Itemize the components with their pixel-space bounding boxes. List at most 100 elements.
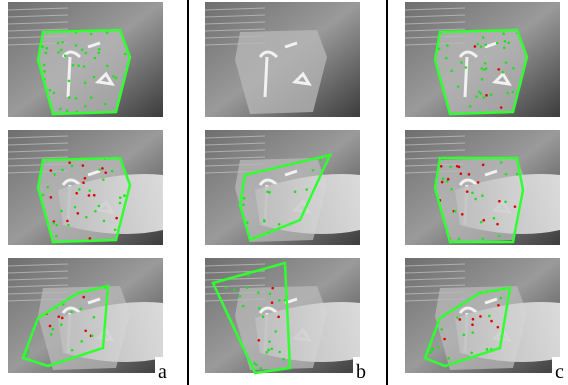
feature-point: [460, 61, 463, 64]
feature-point: [84, 104, 87, 108]
feature-point: [274, 330, 277, 333]
tracked-outline: [21, 284, 110, 368]
glass-vase: [235, 30, 327, 114]
feature-point: [437, 345, 440, 349]
feature-point: [268, 292, 272, 296]
feature-point: [241, 304, 245, 308]
feature-point: [74, 97, 78, 100]
hand: [255, 302, 360, 362]
background-line: [404, 28, 466, 32]
background-line: [204, 14, 266, 18]
panels: [7, 2, 560, 375]
feature-point: [61, 40, 64, 44]
background-line: [7, 270, 69, 274]
feature-point: [515, 173, 519, 176]
feature-point: [443, 337, 446, 341]
feature-point: [67, 79, 71, 83]
feature-point: [89, 32, 93, 36]
feature-point: [71, 63, 75, 67]
label-box: [353, 357, 373, 383]
feature-point: [440, 180, 444, 184]
feature-point: [449, 165, 452, 169]
background-line: [404, 270, 466, 274]
feature-point: [495, 41, 499, 45]
feature-point: [480, 67, 484, 70]
image-panel: [204, 130, 360, 245]
feature-point: [48, 88, 52, 92]
feature-point: [246, 221, 249, 224]
background-line: [204, 156, 266, 160]
feature-point: [101, 167, 104, 170]
feature-point: [261, 315, 265, 319]
feature-point: [46, 185, 50, 189]
feature-point: [77, 64, 81, 67]
feature-point: [52, 221, 56, 225]
feature-point: [87, 194, 91, 197]
feature-point: [247, 274, 250, 277]
feature-point: [52, 91, 56, 95]
feature-point: [92, 75, 96, 79]
feature-point: [78, 188, 81, 191]
feature-point: [277, 222, 281, 226]
glass-vase: [435, 30, 527, 114]
feature-point: [278, 299, 281, 302]
background-line: [404, 7, 466, 11]
feature-point: [502, 46, 506, 50]
background-line: [404, 135, 466, 139]
feature-point: [479, 220, 483, 224]
feature-point: [268, 340, 271, 343]
feature-point: [61, 168, 64, 172]
feature-point: [476, 181, 480, 184]
label-box: [552, 357, 568, 383]
feature-point: [66, 219, 69, 223]
feature-point: [458, 318, 462, 321]
feature-point: [485, 94, 488, 97]
feature-point: [507, 41, 511, 45]
feature-point: [84, 215, 88, 219]
panel-label: b: [356, 361, 366, 383]
feature-point: [268, 191, 271, 194]
background-line: [204, 142, 266, 146]
feature-point: [471, 331, 475, 334]
feature-point: [49, 333, 53, 336]
tracked-outline: [211, 261, 292, 375]
feature-point: [42, 63, 46, 67]
feature-point: [63, 54, 67, 57]
feature-point: [476, 42, 480, 46]
feature-point: [496, 325, 500, 329]
feature-point: [513, 205, 517, 208]
feature-point: [53, 173, 57, 176]
feature-point: [481, 194, 484, 197]
feature-point: [56, 41, 60, 45]
feature-point: [88, 237, 92, 240]
feature-point: [94, 209, 97, 213]
feature-point: [41, 45, 44, 49]
background-line: [7, 21, 69, 25]
image-panel: [404, 258, 560, 373]
feature-point: [83, 176, 87, 180]
feature-point: [480, 78, 484, 81]
background-line: [404, 149, 466, 153]
feature-point: [503, 40, 507, 43]
feature-point: [113, 228, 117, 232]
feature-point: [477, 90, 481, 94]
feature-point: [265, 350, 269, 354]
feature-point: [430, 348, 434, 352]
background-line: [404, 277, 466, 281]
feature-point: [81, 164, 85, 167]
feature-point: [473, 45, 477, 48]
tracked-outline: [433, 28, 529, 116]
feature-point: [456, 85, 460, 88]
feature-point: [97, 204, 101, 208]
feature-point: [492, 216, 496, 220]
feature-point: [506, 91, 510, 95]
feature-point: [67, 96, 71, 99]
feature-point: [83, 81, 87, 85]
background-line: [404, 263, 466, 267]
background-line: [204, 149, 266, 153]
feature-point: [242, 196, 246, 200]
feature-point: [118, 196, 122, 199]
feature-point: [245, 286, 249, 290]
feature-point: [257, 307, 261, 310]
feature-point: [293, 190, 297, 194]
